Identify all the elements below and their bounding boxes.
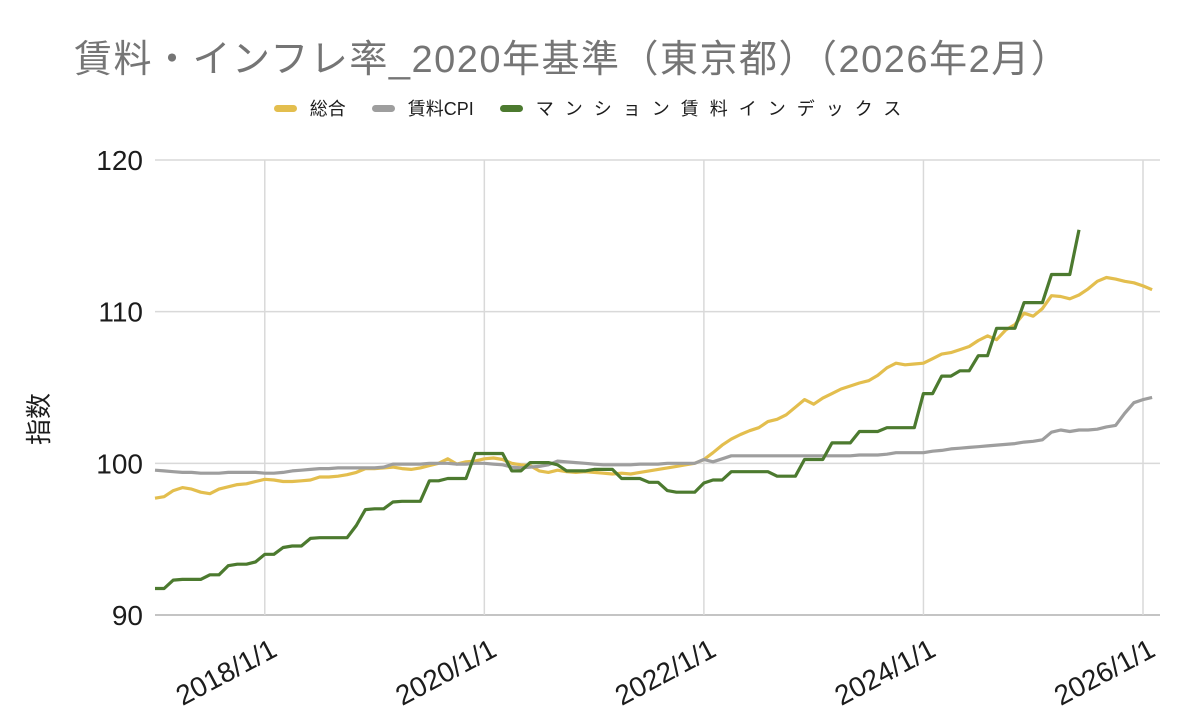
y-axis-title: 指数 [24, 393, 54, 445]
y-tick-label: 110 [98, 297, 143, 328]
y-tick-label: 90 [112, 600, 143, 631]
series-line-2 [155, 229, 1081, 591]
x-tick-label: 2020/1/1 [390, 633, 501, 712]
legend-label-sogo: 総合 [309, 99, 346, 119]
chinryo-cpi-swatch-icon [371, 104, 395, 112]
x-tick-label: 2018/1/1 [171, 633, 282, 712]
x-tick-label: 2026/1/1 [1049, 633, 1160, 712]
chart-title: 賃料・インフレ率_2020年基準（東京都）（2026年2月） [74, 39, 1071, 81]
legend: 総合 賃料CPI マンション賃料インデックス [0, 95, 1186, 121]
series-line-0 [154, 275, 1153, 500]
y-tick-label: 100 [96, 448, 143, 479]
legend-item-sogo[interactable]: 総合 [273, 95, 346, 121]
legend-item-chinryo-cpi[interactable]: 賃料CPI [371, 95, 474, 121]
sogo-swatch-icon [273, 104, 297, 112]
mansion-index-swatch-icon [499, 104, 523, 112]
legend-label-mansion-index: マンション賃料インデックス [535, 99, 913, 119]
y-tick-label: 120 [96, 145, 143, 176]
x-tick-label: 2024/1/1 [829, 633, 940, 712]
legend-label-chinryo-cpi: 賃料CPI [407, 99, 474, 119]
legend-item-mansion-index[interactable]: マンション賃料インデックス [499, 95, 913, 121]
series-line-1 [154, 395, 1153, 475]
x-tick-label: 2022/1/1 [610, 633, 721, 712]
